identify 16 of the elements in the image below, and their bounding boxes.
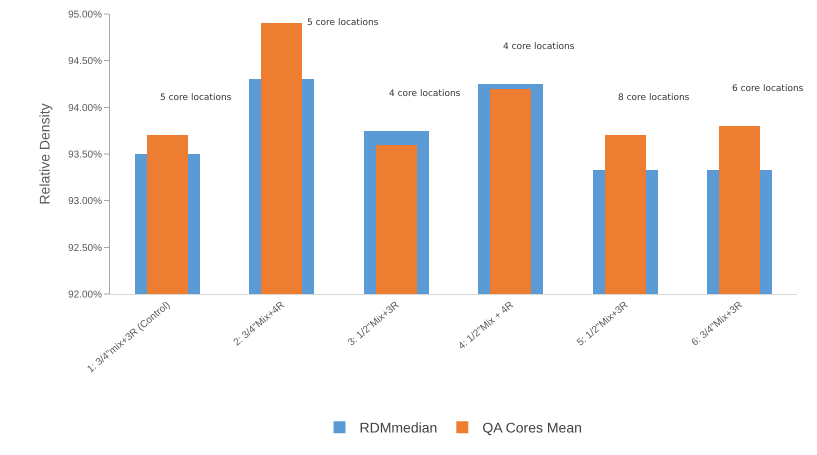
annotation: 4 core locations xyxy=(389,89,461,99)
annotation: 5 core locations xyxy=(307,18,379,28)
annotation: 5 core locations xyxy=(160,93,232,103)
annotation: 8 core locations xyxy=(618,93,690,103)
y-tick-label: 95.00% xyxy=(68,10,102,20)
y-tick-label: 93.00% xyxy=(68,196,102,208)
y-tick-label: 93.50% xyxy=(68,150,102,160)
annotation: 4 core locations xyxy=(503,42,575,52)
y-tick-label: 92.00% xyxy=(68,290,102,300)
y-tick-label: 94.00% xyxy=(68,102,102,114)
y-tick-label: 94.50% xyxy=(68,56,102,68)
legend-label: RDMmedian xyxy=(360,420,438,436)
annotation: 6 core locations xyxy=(732,84,804,94)
y-axis-title: Relative Density xyxy=(36,103,53,205)
y-tick-label: 92.50% xyxy=(68,242,102,254)
legend-label: QA Cores Mean xyxy=(482,420,582,436)
